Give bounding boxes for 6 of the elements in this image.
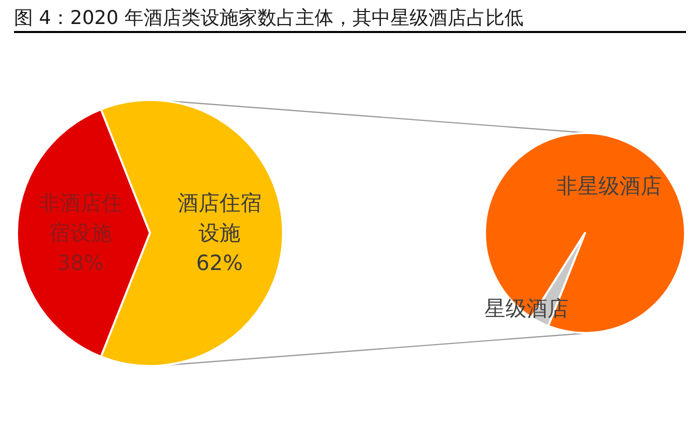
slice-label: 非酒店住宿设施: [38, 191, 122, 245]
data-label: 62%: [196, 251, 243, 275]
data-label: 38%: [57, 251, 104, 275]
slice-label: 酒店住宿设施: [178, 191, 262, 245]
chart-title: 图 4：2020 年酒店类设施家数占主体，其中星级酒店占比低: [14, 5, 686, 33]
slice-label: 非星级酒店: [556, 174, 662, 198]
